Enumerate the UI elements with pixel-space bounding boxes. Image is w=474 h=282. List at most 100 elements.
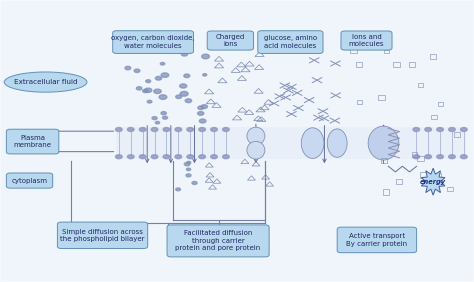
Bar bbox=[420, 172, 427, 178]
Bar bbox=[384, 50, 389, 53]
Circle shape bbox=[192, 181, 197, 184]
Circle shape bbox=[203, 74, 207, 76]
Circle shape bbox=[154, 89, 161, 94]
Circle shape bbox=[147, 100, 152, 103]
Circle shape bbox=[201, 105, 208, 109]
Ellipse shape bbox=[301, 128, 324, 158]
FancyBboxPatch shape bbox=[258, 31, 323, 54]
Circle shape bbox=[116, 127, 122, 131]
Circle shape bbox=[437, 127, 443, 131]
Ellipse shape bbox=[4, 72, 87, 92]
Bar bbox=[447, 187, 453, 191]
Bar bbox=[381, 158, 386, 163]
Text: Active transport
By carrier protein: Active transport By carrier protein bbox=[346, 233, 408, 247]
Ellipse shape bbox=[247, 141, 265, 159]
Circle shape bbox=[175, 155, 182, 159]
Circle shape bbox=[413, 127, 419, 131]
Text: Charged
ions: Charged ions bbox=[216, 34, 245, 47]
Circle shape bbox=[449, 127, 455, 131]
Circle shape bbox=[223, 155, 229, 159]
Circle shape bbox=[116, 155, 122, 159]
Circle shape bbox=[134, 69, 140, 72]
Bar bbox=[435, 173, 441, 178]
Circle shape bbox=[185, 99, 191, 103]
Circle shape bbox=[181, 52, 188, 56]
Bar bbox=[117, 127, 466, 159]
Circle shape bbox=[151, 127, 158, 131]
Circle shape bbox=[199, 155, 205, 159]
Circle shape bbox=[161, 73, 169, 77]
Bar bbox=[356, 62, 362, 67]
Ellipse shape bbox=[368, 126, 399, 160]
Circle shape bbox=[425, 155, 431, 159]
Circle shape bbox=[151, 155, 158, 159]
Circle shape bbox=[155, 76, 162, 80]
Bar bbox=[431, 114, 437, 119]
Bar bbox=[411, 152, 417, 157]
Circle shape bbox=[152, 117, 157, 120]
Circle shape bbox=[201, 54, 210, 59]
Circle shape bbox=[184, 74, 190, 78]
Circle shape bbox=[176, 188, 181, 191]
Circle shape bbox=[161, 112, 166, 115]
Circle shape bbox=[128, 155, 134, 159]
Bar bbox=[438, 102, 443, 106]
Circle shape bbox=[186, 174, 191, 177]
Circle shape bbox=[143, 89, 148, 92]
FancyBboxPatch shape bbox=[57, 222, 148, 248]
FancyBboxPatch shape bbox=[341, 31, 392, 50]
FancyBboxPatch shape bbox=[167, 225, 269, 257]
Circle shape bbox=[198, 112, 204, 115]
Bar bbox=[410, 62, 415, 67]
Bar bbox=[383, 190, 389, 195]
Circle shape bbox=[163, 116, 167, 119]
Circle shape bbox=[137, 87, 142, 90]
Circle shape bbox=[186, 168, 191, 171]
Text: Extracellular fluid: Extracellular fluid bbox=[14, 79, 77, 85]
Bar bbox=[454, 132, 460, 137]
Circle shape bbox=[180, 91, 188, 96]
Circle shape bbox=[461, 155, 467, 159]
Circle shape bbox=[125, 66, 131, 70]
Circle shape bbox=[199, 127, 205, 131]
Circle shape bbox=[449, 155, 455, 159]
Circle shape bbox=[160, 62, 164, 65]
Text: glucose, amino
acid molecules: glucose, amino acid molecules bbox=[264, 35, 317, 49]
Circle shape bbox=[187, 127, 193, 131]
Circle shape bbox=[146, 80, 151, 83]
Circle shape bbox=[437, 155, 443, 159]
Circle shape bbox=[176, 95, 182, 98]
Circle shape bbox=[461, 127, 467, 131]
Text: Facilitated diffusion
through carrier
protein and pore protein: Facilitated diffusion through carrier pr… bbox=[175, 230, 261, 251]
Bar bbox=[350, 47, 357, 53]
Ellipse shape bbox=[327, 129, 347, 157]
Circle shape bbox=[139, 127, 146, 131]
Bar bbox=[417, 156, 424, 162]
Circle shape bbox=[413, 155, 419, 159]
Circle shape bbox=[163, 127, 170, 131]
FancyBboxPatch shape bbox=[6, 173, 53, 188]
Circle shape bbox=[187, 155, 193, 159]
Bar bbox=[357, 100, 362, 104]
Text: cytoplasm: cytoplasm bbox=[11, 178, 47, 184]
Circle shape bbox=[223, 127, 229, 131]
Text: Simple diffusion across
the phospholipid bilayer: Simple diffusion across the phospholipid… bbox=[60, 228, 145, 242]
Bar bbox=[378, 95, 384, 100]
Circle shape bbox=[155, 122, 160, 124]
Bar bbox=[396, 179, 402, 184]
Circle shape bbox=[187, 161, 191, 164]
Polygon shape bbox=[421, 168, 445, 195]
Ellipse shape bbox=[247, 127, 265, 145]
Circle shape bbox=[198, 106, 204, 109]
Text: Plasma
membrane: Plasma membrane bbox=[14, 135, 52, 148]
FancyBboxPatch shape bbox=[6, 129, 59, 154]
Circle shape bbox=[128, 127, 134, 131]
FancyBboxPatch shape bbox=[337, 227, 417, 253]
Bar bbox=[430, 54, 436, 59]
Circle shape bbox=[175, 127, 182, 131]
Circle shape bbox=[211, 127, 218, 131]
Text: oxygen, carbon dioxide,
water molecules: oxygen, carbon dioxide, water molecules bbox=[111, 35, 195, 49]
Circle shape bbox=[211, 155, 218, 159]
Circle shape bbox=[145, 88, 152, 92]
Text: Ions and
molecules: Ions and molecules bbox=[349, 34, 384, 47]
